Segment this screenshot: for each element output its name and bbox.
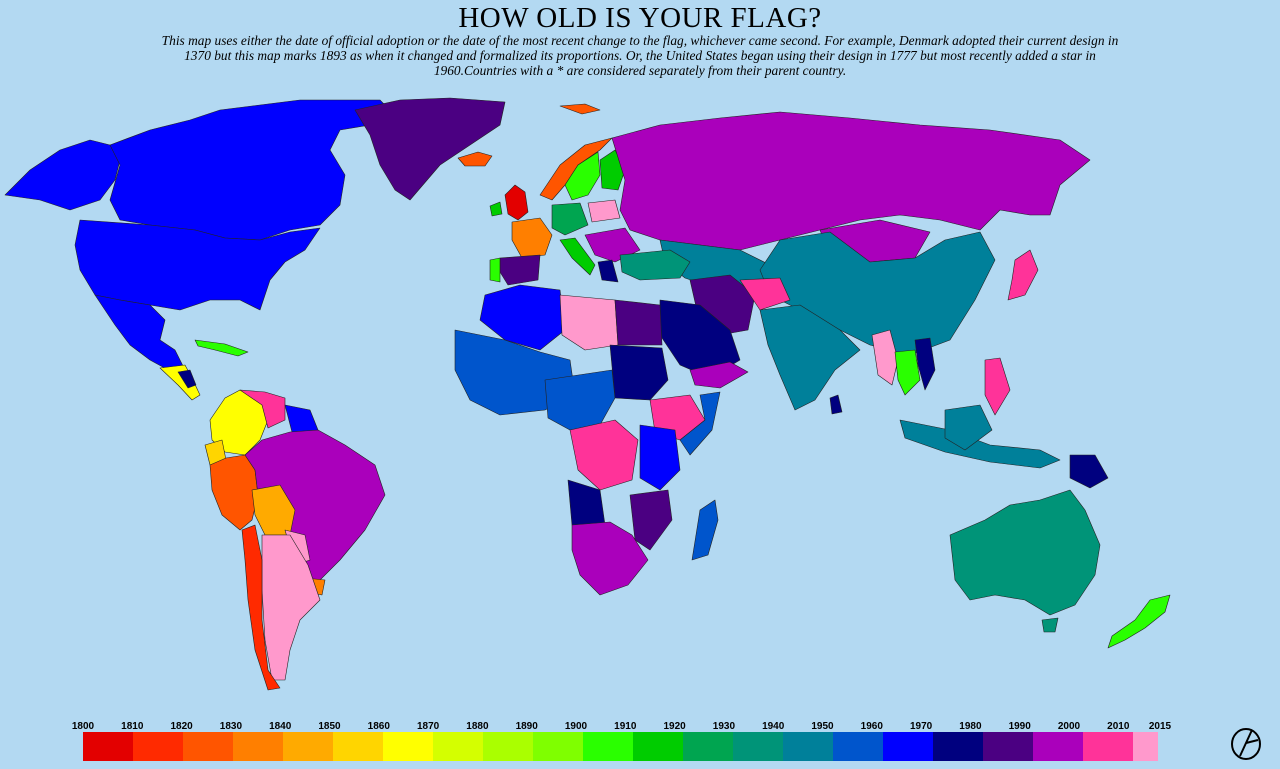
region-ireland	[489, 201, 503, 217]
legend-swatch	[883, 732, 933, 761]
legend-swatch	[833, 732, 883, 761]
map-subtitle: This map uses either the date of officia…	[161, 33, 1119, 79]
region-norway	[539, 137, 613, 201]
region-chile	[241, 524, 281, 691]
legend-swatch	[183, 732, 233, 761]
region-central-africa	[544, 369, 616, 431]
legend-swatch	[1083, 732, 1133, 761]
region-vietnam	[914, 337, 936, 391]
region-somalia	[679, 391, 721, 456]
region-australia	[949, 489, 1101, 616]
legend-swatch	[333, 732, 383, 761]
region-japan	[1007, 249, 1039, 301]
legend-swatch	[83, 732, 133, 761]
legend-swatch	[933, 732, 983, 761]
region-papua-new-guinea	[1069, 454, 1109, 489]
region-guyana	[284, 404, 319, 433]
region-afghanistan	[739, 277, 791, 311]
region-poland	[587, 199, 621, 223]
legend-swatch	[783, 732, 833, 761]
region-italy	[559, 237, 596, 276]
legend-swatch	[733, 732, 783, 761]
legend-swatch	[1133, 732, 1158, 761]
region-sweden	[564, 151, 601, 201]
region-spain	[499, 254, 541, 286]
region-sudan	[609, 344, 669, 401]
region-madagascar	[691, 499, 719, 561]
author-signature-logo	[1231, 728, 1261, 760]
region-cuba	[194, 339, 249, 357]
region-canada	[109, 99, 391, 241]
region-kenya	[639, 424, 681, 491]
region-germany	[551, 202, 589, 236]
legend-swatch	[583, 732, 633, 761]
legend-swatch	[683, 732, 733, 761]
region-central-america	[159, 364, 201, 401]
region-china	[759, 231, 996, 356]
legend-swatch	[483, 732, 533, 761]
region-svalbard	[559, 103, 601, 115]
region-dr-congo	[569, 419, 639, 491]
region-guatemala	[177, 369, 197, 389]
region-new-zealand	[1107, 594, 1171, 649]
map-title: HOW OLD IS YOUR FLAG?	[458, 2, 822, 34]
region-yemen	[689, 361, 749, 389]
region-sri-lanka	[829, 394, 843, 415]
region-alaska	[4, 139, 121, 211]
region-greenland	[354, 97, 506, 201]
region-myanmar	[871, 329, 899, 386]
region-portugal	[489, 257, 501, 283]
region-thailand	[894, 349, 921, 396]
region-france	[511, 217, 553, 259]
legend-swatch	[233, 732, 283, 761]
legend-swatch	[1033, 732, 1083, 761]
region-philippines	[984, 357, 1011, 416]
region-tasmania	[1041, 617, 1059, 633]
region-egypt	[614, 299, 663, 346]
legend-color-scale	[83, 732, 1158, 761]
region-india	[759, 304, 861, 411]
region-usa	[74, 219, 321, 311]
region-libya	[559, 294, 619, 351]
legend-swatch	[283, 732, 333, 761]
region-turkey	[619, 249, 691, 281]
region-southern-africa	[571, 521, 649, 596]
region-peru	[209, 454, 259, 531]
region-borneo	[944, 404, 993, 451]
region-iceland	[457, 151, 493, 167]
region-mexico	[94, 294, 186, 373]
legend-swatch	[133, 732, 183, 761]
region-uk	[504, 184, 529, 221]
region-greece	[597, 259, 619, 283]
region-mozambique	[629, 489, 673, 551]
legend-swatch	[633, 732, 683, 761]
legend-swatch	[983, 732, 1033, 761]
legend-swatch	[433, 732, 483, 761]
region-venezuela	[239, 389, 286, 429]
region-algeria	[479, 284, 566, 351]
legend-swatch	[533, 732, 583, 761]
legend-swatch	[383, 732, 433, 761]
region-argentina	[261, 534, 321, 681]
